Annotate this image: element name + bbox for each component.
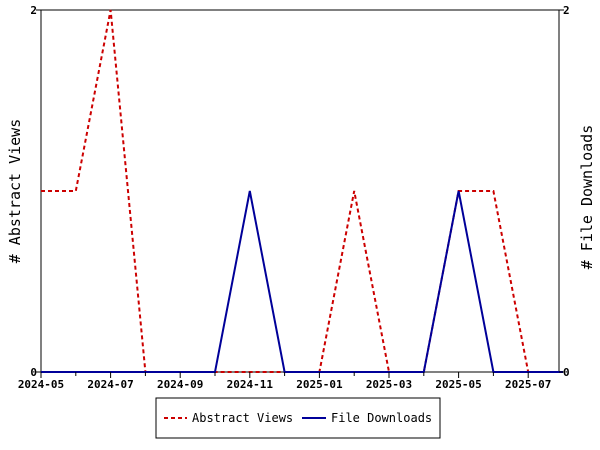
y2-axis-title: # File Downloads bbox=[578, 125, 596, 270]
series-layer bbox=[41, 9, 563, 373]
x-tick-label: 2024-11 bbox=[227, 378, 274, 391]
x-tick-label: 2025-07 bbox=[505, 378, 551, 391]
series-line-abstract-views bbox=[41, 9, 563, 373]
x-tick-label: 2025-03 bbox=[366, 378, 412, 391]
x-tick-label: 2024-07 bbox=[87, 378, 133, 391]
y2-tick-label: 2 bbox=[563, 4, 570, 17]
legend-label-abstract-views: Abstract Views bbox=[192, 411, 293, 425]
y-axis-title: # Abstract Views bbox=[6, 119, 24, 264]
legend-label-file-downloads: File Downloads bbox=[331, 411, 432, 425]
axis-layer: 2024-05 2024-07 2024-09 2024-11 2025-01 2025-… bbox=[18, 4, 570, 391]
y-tick-label: 2 bbox=[30, 4, 37, 17]
legend-box bbox=[155, 397, 441, 439]
x-tick-label: 2024-05 bbox=[18, 378, 64, 391]
x-tick-label: 2025-01 bbox=[296, 378, 343, 391]
y-tick-label: 0 bbox=[30, 366, 37, 379]
x-tick-label: 2024-09 bbox=[157, 378, 203, 391]
legend: Abstract Views File Downloads bbox=[155, 397, 441, 439]
x-tick-label: 2025-05 bbox=[435, 378, 481, 391]
y2-tick-label: 0 bbox=[563, 366, 570, 379]
series-line-file-downloads bbox=[41, 190, 563, 373]
